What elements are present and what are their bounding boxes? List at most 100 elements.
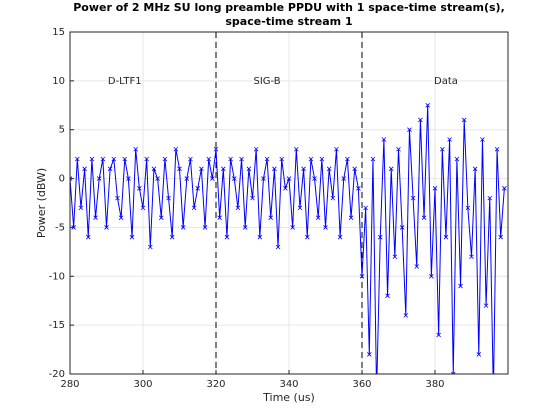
marker — [210, 176, 215, 181]
marker — [173, 146, 179, 152]
marker — [367, 352, 372, 357]
chart-title: Power of 2 MHz SU long preamble PPDU wit… — [73, 1, 505, 14]
axes-box — [69, 31, 509, 375]
marker — [89, 156, 95, 162]
marker — [275, 244, 281, 250]
marker — [436, 332, 441, 338]
marker — [363, 205, 368, 211]
marker — [85, 234, 91, 240]
marker — [399, 225, 405, 230]
y-tick-label: -15 — [49, 320, 65, 331]
marker — [78, 205, 84, 211]
marker — [96, 176, 102, 181]
marker — [111, 156, 117, 162]
marker — [191, 205, 197, 211]
marker — [261, 176, 266, 181]
marker — [458, 283, 463, 289]
marker — [370, 156, 376, 162]
marker — [250, 195, 255, 201]
marker — [188, 156, 193, 162]
marker — [279, 156, 284, 162]
marker — [158, 215, 164, 220]
marker — [297, 205, 303, 211]
y-tick-label: -5 — [55, 222, 65, 233]
y-tick-label: -10 — [49, 271, 65, 282]
marker — [133, 146, 138, 152]
marker — [75, 156, 80, 162]
marker — [375, 392, 379, 396]
marker — [330, 195, 336, 201]
marker — [199, 166, 204, 172]
marker — [450, 371, 456, 374]
marker — [286, 176, 292, 181]
marker — [104, 225, 109, 230]
marker — [264, 156, 270, 162]
marker — [348, 215, 354, 220]
marker — [115, 195, 120, 201]
marker — [491, 392, 495, 396]
marker — [315, 215, 321, 220]
marker — [294, 146, 299, 152]
marker — [472, 166, 478, 172]
marker — [410, 195, 416, 201]
marker — [388, 166, 394, 172]
marker — [231, 176, 237, 181]
marker — [352, 166, 357, 172]
marker — [184, 176, 190, 181]
marker — [418, 117, 423, 123]
marker — [82, 166, 87, 172]
marker — [483, 303, 489, 308]
marker — [151, 166, 157, 172]
marker — [268, 215, 274, 220]
marker — [71, 225, 76, 230]
marker — [169, 234, 175, 240]
marker — [140, 205, 146, 211]
marker — [461, 117, 467, 123]
marker — [392, 254, 398, 260]
marker — [217, 215, 222, 220]
marker — [144, 156, 149, 162]
marker — [356, 186, 361, 191]
marker — [480, 137, 485, 142]
marker — [454, 156, 460, 162]
marker — [242, 225, 248, 230]
y-tick-label: 0 — [59, 174, 65, 185]
marker — [126, 176, 131, 181]
marker — [334, 146, 339, 152]
x-axis-label: Time (us) — [262, 391, 315, 404]
marker — [107, 166, 113, 172]
marker — [377, 234, 383, 240]
marker — [301, 166, 306, 172]
marker — [502, 186, 507, 191]
marker — [341, 176, 347, 181]
marker — [290, 225, 295, 230]
x-tick-label: 300 — [133, 379, 152, 390]
y-tick-label: 5 — [59, 125, 65, 136]
marker — [162, 156, 168, 162]
marker — [308, 156, 314, 162]
marker — [93, 215, 98, 220]
marker — [304, 234, 310, 240]
marker — [319, 156, 325, 162]
marker — [487, 195, 493, 201]
marker — [403, 313, 409, 318]
marker — [385, 293, 390, 299]
plot-series — [70, 103, 507, 396]
marker — [100, 156, 106, 162]
marker — [421, 215, 427, 220]
annotation: Data — [434, 76, 458, 87]
marker — [129, 234, 135, 240]
marker — [177, 166, 182, 172]
marker — [283, 186, 288, 191]
y-tick-label: 10 — [52, 76, 65, 87]
x-tick-label: 360 — [352, 379, 371, 390]
marker — [235, 205, 241, 211]
marker — [166, 195, 171, 201]
marker — [326, 166, 332, 172]
marker — [148, 244, 153, 250]
marker — [414, 264, 420, 269]
marker — [312, 176, 317, 181]
marker — [118, 215, 124, 220]
marker — [425, 103, 430, 108]
